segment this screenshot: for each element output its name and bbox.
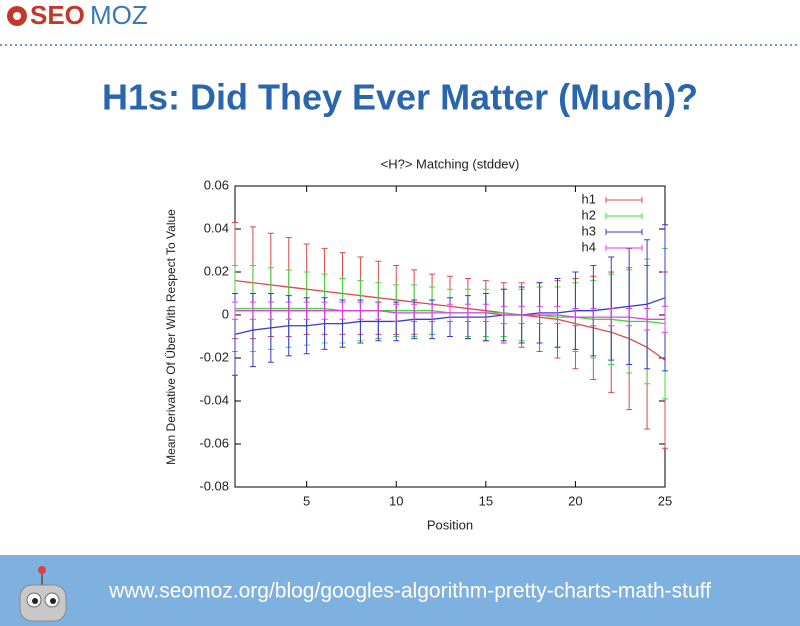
x-tick-label: 10: [389, 493, 403, 508]
x-tick-label: 15: [479, 493, 493, 508]
legend-swatch: [605, 197, 643, 203]
y-tick-label: -0.08: [199, 478, 229, 493]
robot-head: [19, 584, 67, 622]
robot-icon: [19, 566, 67, 622]
legend-label: h3: [582, 223, 596, 238]
robot-pupil: [50, 598, 56, 604]
footer-band: [0, 555, 800, 626]
series-line: [235, 310, 665, 320]
logo-icon-center: [13, 12, 21, 20]
legend-label: h4: [582, 239, 596, 254]
y-tick-label: -0.02: [199, 349, 229, 364]
logo-light: MOZ: [90, 0, 148, 30]
y-axis-label: Mean Derivative Of Über With Respect To …: [164, 209, 178, 465]
chart-title: <H?> Matching (stddev): [381, 156, 520, 171]
y-tick-label: -0.06: [199, 435, 229, 450]
y-tick-label: -0.04: [199, 392, 229, 407]
robot-pupil: [32, 598, 38, 604]
plot: -0.08 -0.06 -0.04 -0.02 0 0.02 0.04 0.06 5 10 15 20…: [199, 177, 672, 508]
legend-label: h2: [582, 207, 596, 222]
footer-url: www.seomoz.org/blog/googles-algorithm-pr…: [108, 580, 711, 603]
y-tick-label: 0.02: [204, 263, 229, 278]
x-tick-label: 25: [658, 493, 672, 508]
y-tick-label: 0.04: [204, 220, 229, 235]
y-tick-label: 0.06: [204, 177, 229, 192]
legend-swatch: [605, 213, 643, 219]
legend-label: h1: [582, 191, 596, 206]
x-tick-label: 20: [568, 493, 582, 508]
logo-bold: SEO: [30, 0, 85, 30]
legend-swatch: [605, 245, 643, 251]
legend-swatch: [605, 229, 643, 235]
slide-title: H1s: Did They Ever Matter (Much)?: [102, 77, 698, 118]
x-axis-label: Position: [427, 517, 473, 532]
logo: SEO MOZ: [7, 0, 148, 30]
robot-antenna-tip: [38, 566, 46, 574]
x-tick-label: 5: [303, 493, 310, 508]
y-tick-label: 0: [222, 306, 229, 321]
